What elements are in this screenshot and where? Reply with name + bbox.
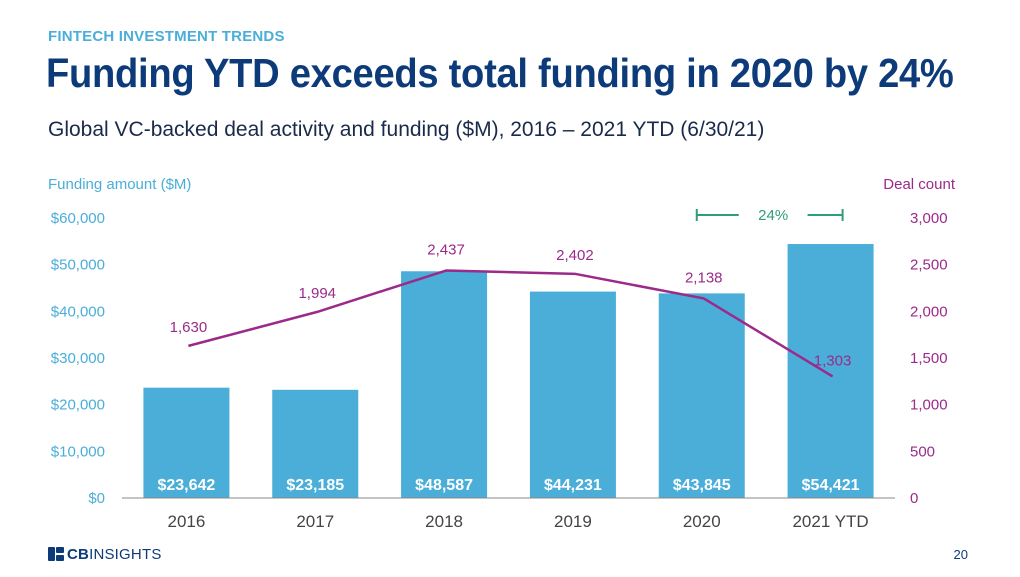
funding-bar-label: $23,185: [286, 477, 344, 494]
annotation-label: 24%: [758, 207, 788, 224]
funding-bar: [658, 293, 745, 498]
deal-count-label: 1,303: [814, 352, 852, 369]
right-tick-label: 1,500: [910, 350, 948, 367]
left-tick-label: $20,000: [51, 397, 105, 414]
x-tick-label: 2020: [683, 512, 721, 531]
x-tick-label: 2021 YTD: [792, 512, 868, 531]
left-tick-label: $60,000: [51, 210, 105, 227]
right-tick-label: 1,000: [910, 397, 948, 414]
funding-bar: [529, 291, 616, 498]
funding-bar-label: $44,231: [544, 477, 602, 494]
right-axis-title: Deal count: [883, 176, 956, 193]
right-tick-label: 2,500: [910, 257, 948, 274]
funding-bar-label: $23,642: [157, 477, 215, 494]
right-tick-label: 2,000: [910, 303, 948, 320]
deal-count-line: [188, 269, 834, 378]
deal-count-label: 2,138: [685, 269, 723, 286]
right-tick-label: 0: [910, 490, 918, 507]
x-tick-label: 2017: [296, 512, 334, 531]
left-tick-label: $50,000: [51, 257, 105, 274]
logo-text-bold: CB: [67, 545, 90, 563]
left-tick-label: $10,000: [51, 443, 105, 460]
funding-bar-label: $43,845: [673, 477, 731, 494]
kicker-label: FINTECH INVESTMENT TRENDS: [48, 28, 285, 45]
deal-count-label: 2,402: [556, 247, 594, 264]
left-tick-label: $40,000: [51, 303, 105, 320]
funding-bar-label: $54,421: [802, 477, 860, 494]
left-axis-title: Funding amount ($M): [48, 176, 191, 193]
logo-text-rest: INSIGHTS: [89, 545, 162, 563]
deal-count-label: 1,630: [170, 319, 208, 336]
x-tick-label: 2016: [168, 512, 206, 531]
page-subtitle: Global VC-backed deal activity and fundi…: [48, 118, 765, 141]
page-title: Funding YTD exceeds total funding in 202…: [46, 50, 954, 96]
funding-bar: [143, 387, 230, 498]
deal-count-label: 2,437: [427, 242, 465, 259]
page-number: 20: [953, 547, 968, 562]
left-tick-label: $0: [88, 490, 105, 507]
funding-bar: [272, 389, 359, 498]
funding-bar: [401, 271, 488, 498]
x-tick-label: 2019: [554, 512, 592, 531]
right-tick-label: 3,000: [910, 210, 948, 227]
x-tick-label: 2018: [425, 512, 463, 531]
right-tick-label: 500: [910, 443, 935, 460]
left-tick-label: $30,000: [51, 350, 105, 367]
deal-count-label: 1,994: [298, 285, 336, 302]
cb-insights-logo: CBINSIGHTS: [48, 545, 162, 563]
funding-bar: [787, 244, 874, 498]
cb-logo-icon: [48, 547, 64, 561]
funding-bar-label: $48,587: [415, 477, 473, 494]
